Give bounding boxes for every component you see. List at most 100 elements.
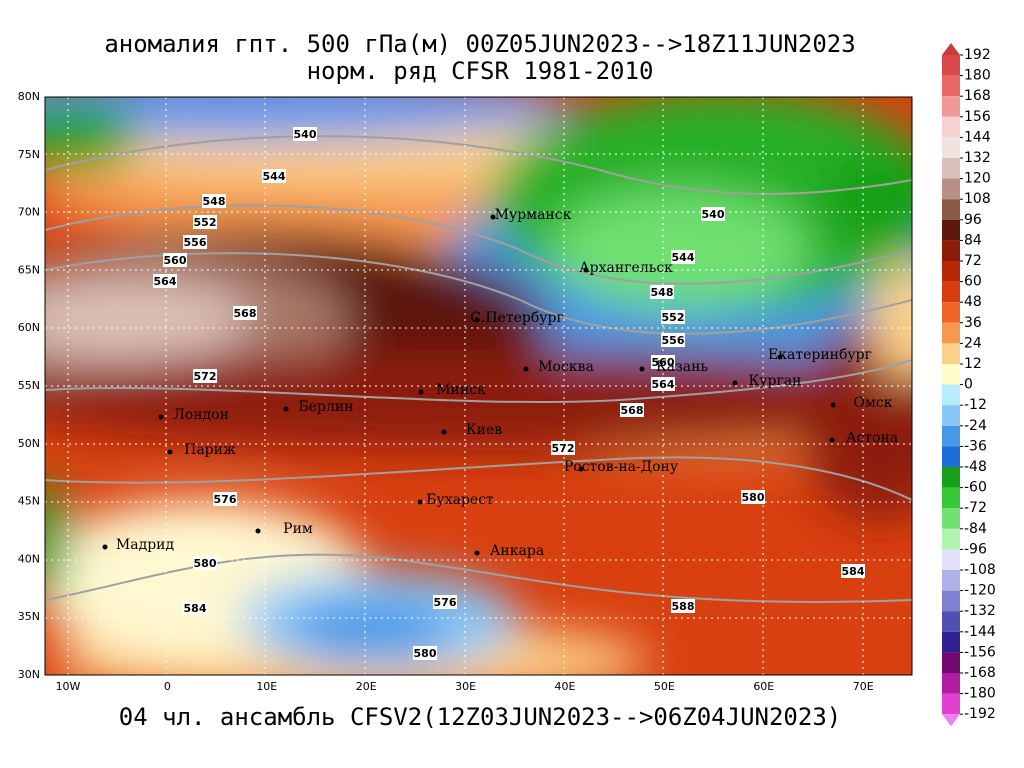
lat-label: 65N <box>18 263 40 276</box>
colorbar-label: 36 <box>964 315 982 331</box>
colorbar-label: -108 <box>964 562 996 578</box>
contour-label-box <box>163 253 187 267</box>
city-dot <box>777 354 783 360</box>
colorbar-label: 168 <box>964 88 991 104</box>
city-dot <box>639 366 645 372</box>
contour-label-box <box>193 215 217 229</box>
colorbar-swatch <box>942 158 960 179</box>
map-field <box>45 97 912 675</box>
colorbar-swatch <box>942 240 960 261</box>
colorbar-swatch <box>942 75 960 97</box>
contour-label: 580 <box>742 491 765 504</box>
city-dot <box>167 449 173 455</box>
colorbar-swatch <box>942 178 960 200</box>
colorbar-swatch <box>942 425 960 447</box>
lon-label: 10W <box>56 680 81 693</box>
lon-label: 10E <box>256 680 277 693</box>
contour-label-box <box>202 194 226 208</box>
colorbar-label: -120 <box>964 583 996 599</box>
contour-label: 556 <box>184 236 207 249</box>
colorbar-swatch <box>942 528 960 550</box>
city-name: Мадрид <box>116 537 175 553</box>
contour-label-box <box>741 490 765 504</box>
contour-label: 556 <box>662 334 685 347</box>
contour-label-box <box>233 306 257 320</box>
contour-label: 568 <box>234 307 257 320</box>
colorbar-label: 180 <box>964 68 991 84</box>
colorbar-swatch <box>942 116 960 138</box>
contour-label: 588 <box>672 600 695 613</box>
colorbar-swatch <box>942 467 960 488</box>
colorbar-swatch <box>942 55 960 76</box>
city-dot <box>830 402 836 408</box>
colorbar-label: -192 <box>964 706 996 722</box>
lon-label: 30E <box>455 680 476 693</box>
contour-label: 584 <box>842 565 865 578</box>
colorbar-swatch <box>942 652 960 673</box>
city-name: С.Петербург <box>470 310 564 326</box>
contour-label: 576 <box>214 493 237 506</box>
city-dot <box>417 499 423 505</box>
colorbar-label: 108 <box>964 191 991 207</box>
contour-label: 580 <box>194 557 217 570</box>
colorbar-swatch <box>942 343 960 364</box>
colorbar-swatch <box>942 549 960 570</box>
city-dot <box>255 528 261 534</box>
colorbar-label: 132 <box>964 150 991 166</box>
title: аномалия гпт. 500 гПа(м) 00Z05JUN2023-->… <box>104 30 855 58</box>
colorbar-label: 72 <box>964 253 982 269</box>
contours <box>45 135 912 603</box>
contour-label-box <box>650 285 674 299</box>
contour-label: 584 <box>184 602 207 615</box>
contour-label-box <box>293 127 317 141</box>
contour-label: 576 <box>434 596 457 609</box>
city-dot <box>283 406 289 412</box>
contour-label-box <box>701 207 725 221</box>
city-name: Берлин <box>298 399 353 415</box>
contour-label-box <box>671 599 695 613</box>
contour-label-box <box>661 310 685 324</box>
contour-label: 568 <box>621 404 644 417</box>
city-dot <box>490 214 496 220</box>
colorbar-swatch <box>942 281 960 303</box>
city-dot <box>583 267 589 273</box>
colorbar-label: -24 <box>964 418 987 434</box>
colorbar-swatch <box>942 219 960 241</box>
colorbar-label: -84 <box>964 521 987 537</box>
contour-label-box <box>651 377 675 391</box>
contour-label: 544 <box>263 170 286 183</box>
colorbar-swatch <box>942 322 960 344</box>
lon-label: 40E <box>555 680 576 693</box>
contour-label: 564 <box>154 275 177 288</box>
colorbar-swatch <box>942 570 960 591</box>
colorbar-swatch <box>942 590 960 612</box>
colorbar-label: 48 <box>964 294 982 310</box>
contour-label: 564 <box>652 378 675 391</box>
subtitle: норм. ряд CFSR 1981-2010 <box>307 57 654 85</box>
colorbar-swatch <box>942 508 960 529</box>
colorbar-swatch <box>942 261 960 282</box>
colorbar-label: -144 <box>964 624 996 640</box>
colorbar-swatch <box>942 631 960 653</box>
colorbar-swatch <box>942 137 960 158</box>
contour-label: 560 <box>164 254 187 267</box>
contour-label: 552 <box>662 311 685 324</box>
city-name: Минск <box>436 382 486 398</box>
colorbar-label: 192 <box>964 47 991 63</box>
colorbar-swatch <box>942 693 960 715</box>
contour-label: 540 <box>702 208 725 221</box>
colorbar-swatch <box>942 364 960 385</box>
contour-label-box <box>551 441 575 455</box>
city-dot <box>474 550 480 556</box>
city-dot <box>102 544 108 550</box>
colorbar-label: 24 <box>964 335 982 351</box>
colorbar-swatch <box>942 487 960 509</box>
city-dot <box>418 389 424 395</box>
map-frame <box>44 96 913 676</box>
lon-label: 0 <box>164 680 171 693</box>
colorbar-label: -180 <box>964 686 996 702</box>
colorbar-swatch <box>942 384 960 406</box>
city-name: Париж <box>184 442 236 458</box>
city-name: Омск <box>854 395 893 411</box>
colorbar-label: -132 <box>964 603 996 619</box>
